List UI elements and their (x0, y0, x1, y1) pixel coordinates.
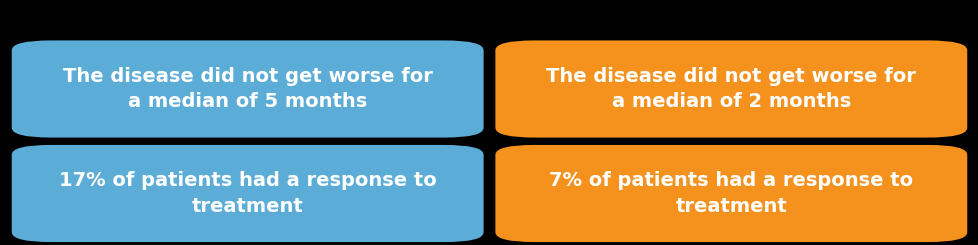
FancyBboxPatch shape (12, 40, 483, 138)
Text: 7% of patients had a response to
treatment: 7% of patients had a response to treatme… (549, 171, 912, 216)
FancyBboxPatch shape (12, 145, 483, 242)
FancyBboxPatch shape (495, 145, 966, 242)
Text: The disease did not get worse for
a median of 2 months: The disease did not get worse for a medi… (546, 67, 915, 111)
FancyBboxPatch shape (495, 40, 966, 138)
Text: 17% of patients had a response to
treatment: 17% of patients had a response to treatm… (59, 171, 436, 216)
Text: The disease did not get worse for
a median of 5 months: The disease did not get worse for a medi… (63, 67, 432, 111)
